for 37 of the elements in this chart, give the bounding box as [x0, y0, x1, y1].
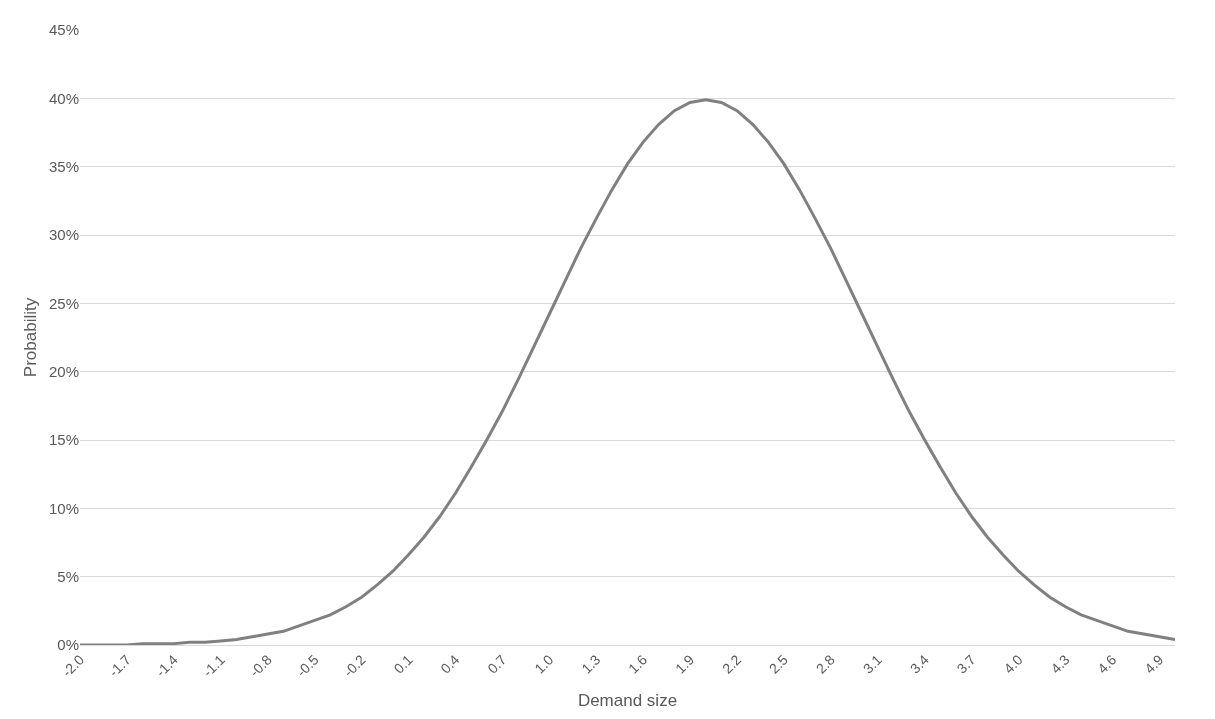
x-tick-label: 3.1	[859, 651, 886, 677]
x-tick-label: 0.4	[437, 651, 463, 677]
y-tick-label: 10%	[48, 499, 79, 517]
x-tick-label: 1.3	[578, 651, 604, 677]
x-tick-label: 3.7	[953, 651, 979, 677]
y-tick-label: 45%	[48, 21, 79, 39]
x-tick-label: -1.4	[152, 651, 182, 680]
x-tick-label: 3.4	[906, 651, 932, 677]
x-tick-label: 1.9	[672, 651, 698, 677]
x-tick-label: -1.1	[199, 651, 229, 680]
x-tick-label: -1.7	[105, 651, 135, 680]
y-tick-label: 0%	[57, 636, 79, 654]
x-axis-title: Demand size	[577, 691, 678, 711]
y-tick-label: 15%	[48, 431, 79, 449]
y-tick-label: 20%	[48, 362, 79, 380]
x-tick-label: 2.5	[765, 651, 792, 677]
x-tick-label: 2.2	[718, 651, 745, 677]
y-axis-title: Probability	[20, 297, 40, 378]
y-tick-label: 25%	[48, 294, 79, 312]
x-tick-label: -2.0	[58, 651, 88, 680]
x-tick-label: 0.7	[484, 651, 510, 677]
x-tick-label: 4.3	[1047, 651, 1073, 677]
x-tick-label: -0.5	[293, 651, 322, 680]
x-tick-label: 0.1	[390, 651, 416, 677]
y-tick-label: 35%	[48, 157, 79, 175]
x-tick-label: 4.9	[1141, 651, 1167, 677]
x-tick-label: -0.2	[340, 651, 369, 680]
line-series	[80, 98, 1175, 645]
y-tick-label: 30%	[48, 226, 79, 244]
y-tick-label: 5%	[57, 567, 79, 585]
x-tick-label: 2.8	[812, 651, 839, 677]
x-tick-label: 4.6	[1094, 651, 1120, 677]
x-tick-label: 1.0	[531, 651, 557, 677]
x-tick-label: 4.0	[1000, 651, 1026, 677]
y-tick-label: 40%	[48, 89, 79, 107]
x-tick-label: -0.8	[246, 651, 275, 680]
x-tick-label: 1.6	[625, 651, 651, 677]
